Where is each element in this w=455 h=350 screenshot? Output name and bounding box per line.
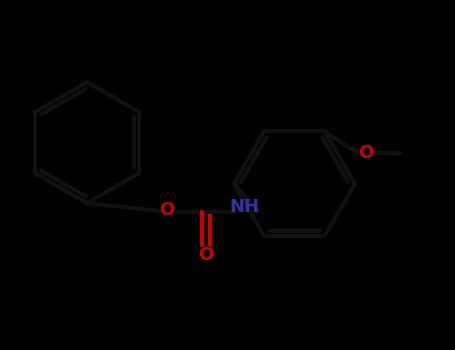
Text: O: O [198, 246, 213, 264]
Text: NH: NH [230, 197, 260, 216]
Text: O: O [159, 201, 175, 218]
Text: O: O [358, 145, 374, 162]
